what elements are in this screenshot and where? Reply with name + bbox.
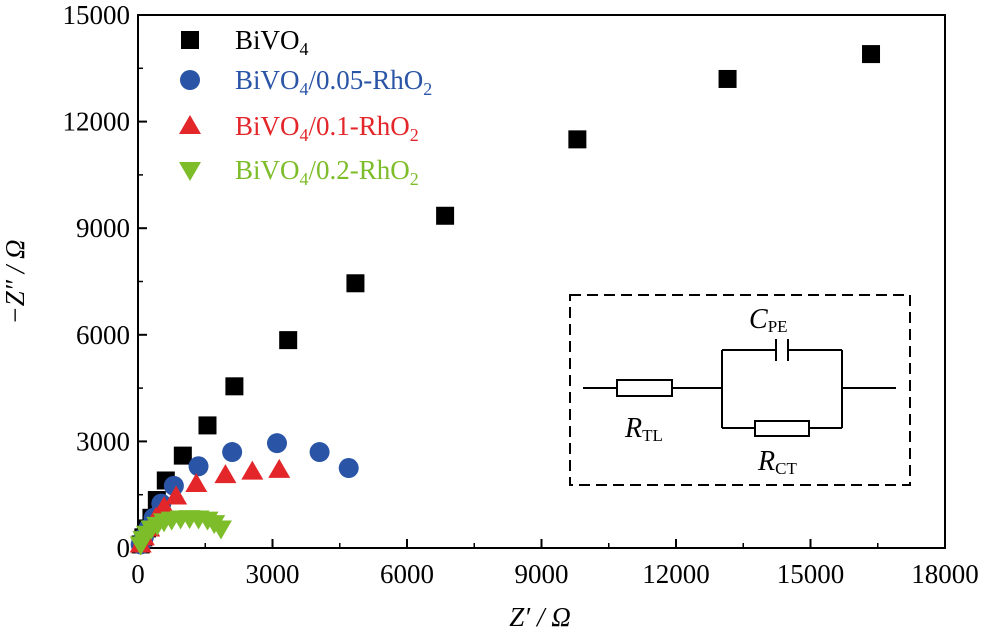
y-tick-label: 0: [117, 533, 131, 563]
data-point-square: [173, 446, 192, 465]
data-point-triangle-down: [209, 520, 232, 540]
y-tick-label: 15000: [63, 0, 131, 30]
y-tick-label: 6000: [76, 320, 130, 350]
legend-label: BiVO4/0.2-RhO2: [235, 155, 419, 189]
legend: BiVO4 BiVO4/0.05-RhO2 BiVO4/0.1-RhO2 BiVO4/…: [179, 25, 432, 189]
x-tick-label: 6000: [380, 559, 434, 589]
data-point-circle: [188, 456, 209, 477]
x-axis-title: Z′ / Ω: [509, 602, 570, 630]
x-tick-label: 12000: [642, 559, 710, 589]
x-axis-ticks: 0 3000 6000 9000 12000 15000 18000: [131, 539, 979, 589]
data-point-square: [862, 45, 881, 64]
rct-label: RCT: [757, 446, 797, 478]
data-point-triangle-up: [153, 496, 176, 516]
data-point-circle: [222, 442, 243, 463]
data-point-square: [225, 377, 244, 396]
data-point-triangle-up: [214, 464, 237, 484]
legend-label: BiVO4/0.1-RhO2: [235, 111, 419, 145]
data-point-square: [436, 206, 455, 225]
y-axis-title: −Z″ / Ω: [0, 239, 30, 324]
equivalent-circuit-inset: CPE RTL RCT: [569, 294, 911, 486]
legend-label: BiVO4: [235, 25, 309, 59]
data-point-circle: [266, 433, 287, 454]
x-tick-label: 9000: [515, 559, 569, 589]
data-point-square: [279, 331, 298, 350]
x-tick-label: 3000: [246, 559, 300, 589]
data-point-square: [568, 130, 587, 149]
data-point-triangle-up: [241, 460, 264, 480]
data-point-triangle-up: [165, 485, 188, 505]
y-tick-label: 3000: [76, 426, 130, 456]
y-tick-label: 12000: [63, 107, 131, 137]
data-point-circle: [309, 442, 330, 463]
y-tick-label: 9000: [76, 213, 130, 243]
data-point-square: [718, 69, 737, 88]
legend-marker-triangle-down: [179, 162, 201, 181]
y-axis-ticks: 0 3000 6000 9000 12000 15000: [63, 0, 147, 563]
x-tick-label: 18000: [911, 559, 979, 589]
data-markers: [129, 45, 881, 556]
cpe-label: CPE: [749, 304, 788, 336]
legend-marker-circle: [180, 70, 200, 90]
data-point-triangle-up: [268, 458, 291, 478]
legend-label: BiVO4/0.05-RhO2: [235, 65, 432, 99]
data-point-circle: [338, 458, 359, 479]
x-tick-label: 15000: [777, 559, 845, 589]
legend-marker-square: [181, 31, 199, 49]
legend-marker-triangle-up: [179, 115, 201, 134]
inset-dashed-border: [569, 294, 911, 486]
data-point-square: [198, 416, 217, 435]
resistor-rct-symbol: [754, 420, 810, 437]
resistor-rtl-symbol: [616, 379, 673, 397]
data-point-square: [346, 274, 365, 293]
data-point-triangle-up: [185, 473, 208, 493]
x-tick-label: 0: [131, 559, 145, 589]
rtl-label: RTL: [624, 413, 663, 445]
